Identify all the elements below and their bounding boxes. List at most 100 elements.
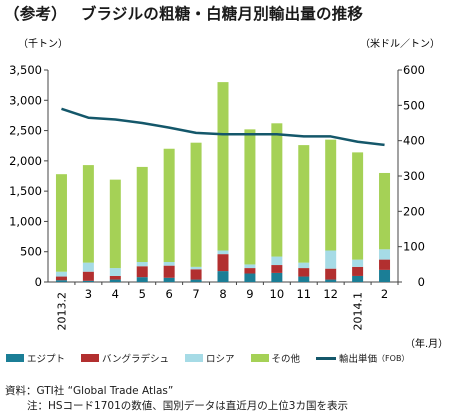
- bar-segment-russia: [325, 250, 337, 269]
- bar-segment-other: [325, 139, 337, 251]
- legend-label-egypt: エジプト: [27, 354, 66, 365]
- bar-segment-bangladesh: [244, 268, 256, 274]
- bar-segment-egypt: [163, 277, 175, 282]
- legend-label-price-note: （FOB）: [377, 353, 410, 363]
- legend-label-other: その他: [271, 354, 301, 365]
- x-tick-label: 12: [323, 287, 338, 301]
- x-tick-label: 3: [85, 287, 92, 301]
- bar-segment-other: [379, 172, 391, 250]
- bar-segment-russia: [109, 268, 121, 276]
- bar-segment-other: [136, 166, 148, 263]
- bar-segment-russia: [379, 249, 391, 260]
- y-right-tick-label: 500: [403, 98, 425, 112]
- legend-item-russia: ロシア: [185, 351, 235, 365]
- bar-segment-other: [55, 174, 67, 272]
- bar-segment-russia: [82, 262, 94, 272]
- bar-segment-bangladesh: [55, 276, 67, 281]
- hs-code-note: 注：HSコード1701の数値、国別データは直近月の上位3カ国を表示: [27, 400, 348, 412]
- bar-segment-russia: [163, 262, 175, 266]
- x-tick-label: 11: [296, 287, 311, 301]
- bar-segment-bangladesh: [217, 254, 229, 272]
- y-left-tick-label: 0: [35, 275, 42, 289]
- bar-segment-bangladesh: [82, 271, 94, 281]
- y-left-tick-label: 1,500: [9, 184, 42, 198]
- x-tick-label: 9: [246, 287, 253, 301]
- bar-segment-egypt: [55, 280, 67, 282]
- y-left-tick-label: 2,000: [9, 154, 42, 168]
- y-right-tick-label: 600: [403, 63, 425, 77]
- x-tick-label: 2014.1: [352, 292, 365, 331]
- bar-segment-egypt: [298, 276, 310, 282]
- bar-segment-bangladesh: [379, 259, 391, 270]
- bar-segment-russia: [298, 262, 310, 269]
- bar-segment-bangladesh: [298, 268, 310, 277]
- legend-line-price: [316, 356, 337, 360]
- bar-segment-egypt: [352, 275, 364, 282]
- bar-segment-bangladesh: [136, 266, 148, 278]
- legend-swatch-egypt: [6, 354, 24, 362]
- legend-swatch-bangladesh: [81, 354, 100, 362]
- bar-segment-bangladesh: [352, 266, 364, 276]
- legend-label-russia: ロシア: [206, 354, 235, 365]
- x-tick-label: 2: [381, 287, 388, 301]
- notes: 資料：GTI社 “Global Trade Atlas” 注：HSコード1701…: [5, 384, 348, 414]
- bar-segment-egypt: [190, 279, 202, 282]
- bar-segment-other: [271, 123, 283, 257]
- legend-item-egypt: エジプト: [6, 351, 65, 365]
- bar-segment-other: [109, 179, 121, 269]
- right-axis-unit: （米ドル／トン）: [360, 37, 440, 50]
- bar-segment-russia: [217, 250, 229, 255]
- bar-segment-russia: [190, 266, 202, 270]
- legend: エジプト バングラデシュ ロシア その他 輸出単価 （FOB）: [6, 351, 425, 365]
- bar-segment-russia: [55, 271, 67, 277]
- x-axis-unit: （年.月）: [405, 337, 448, 350]
- y-left-tick-label: 500: [20, 245, 42, 259]
- bar-segment-bangladesh: [109, 275, 121, 280]
- source-note: 資料：GTI社 “Global Trade Atlas”: [5, 385, 174, 397]
- legend-item-bangladesh: バングラデシュ: [81, 351, 169, 365]
- bar-segment-russia: [244, 264, 256, 269]
- legend-swatch-other: [250, 354, 269, 362]
- title-prefix: （参考）: [4, 5, 67, 23]
- bar-segment-russia: [271, 256, 283, 266]
- bar-segment-other: [190, 142, 202, 267]
- y-right-tick-label: 100: [403, 240, 425, 254]
- title-main: ブラジルの粗糖・白糖月別輸出量の推移: [80, 5, 364, 23]
- bar-segment-egypt: [217, 271, 229, 282]
- chart-title: （参考） ブラジルの粗糖・白糖月別輸出量の推移: [4, 2, 363, 24]
- x-tick-label: 5: [139, 287, 146, 301]
- bar-segment-egypt: [82, 280, 94, 282]
- bar-segment-other: [217, 82, 229, 251]
- left-axis-unit: （千トン）: [18, 38, 68, 50]
- bar-segment-egypt: [325, 279, 337, 282]
- y-left-tick-label: 3,500: [9, 63, 42, 77]
- bar-segment-bangladesh: [163, 265, 175, 278]
- plot-group: 0 500 1,000 1,500 2,000 2,500 3,000 3,500 0 100 20…: [9, 63, 425, 331]
- legend-swatch-russia: [185, 354, 203, 362]
- bar-segment-bangladesh: [325, 268, 337, 280]
- legend-label-price: 輸出単価: [339, 354, 378, 365]
- bar-segment-other: [163, 148, 175, 263]
- y-left-tick-label: 2,500: [9, 124, 42, 138]
- bar-segment-other: [298, 145, 310, 263]
- x-tick-label: 6: [165, 287, 172, 301]
- y-left-tick-label: 1,000: [9, 214, 42, 228]
- bar-segment-other: [244, 129, 256, 265]
- bar-segment-russia: [352, 259, 364, 267]
- bar-segment-bangladesh: [271, 265, 283, 273]
- y-left-tick-label: 3,000: [9, 93, 42, 107]
- bar-segment-egypt: [109, 279, 121, 282]
- bar-segment-bangladesh: [190, 269, 202, 280]
- y-right-tick-label: 200: [403, 204, 425, 218]
- bar-segment-egypt: [271, 272, 283, 282]
- bar-segment-other: [352, 152, 364, 260]
- bar-segment-egypt: [379, 269, 391, 282]
- chart-area: （千トン） （米ドル／トン） （年.月） 0 500 1,000 1,500 2,000…: [9, 37, 448, 350]
- x-tick-label: 8: [219, 287, 226, 301]
- bar-segment-egypt: [244, 273, 256, 282]
- x-tick-label: 7: [192, 287, 199, 301]
- bar-segment-other: [82, 165, 94, 263]
- x-tick-label: 2013.2: [55, 292, 68, 331]
- legend-item-price: 輸出単価 （FOB）: [316, 351, 409, 365]
- legend-item-other: その他: [250, 351, 301, 365]
